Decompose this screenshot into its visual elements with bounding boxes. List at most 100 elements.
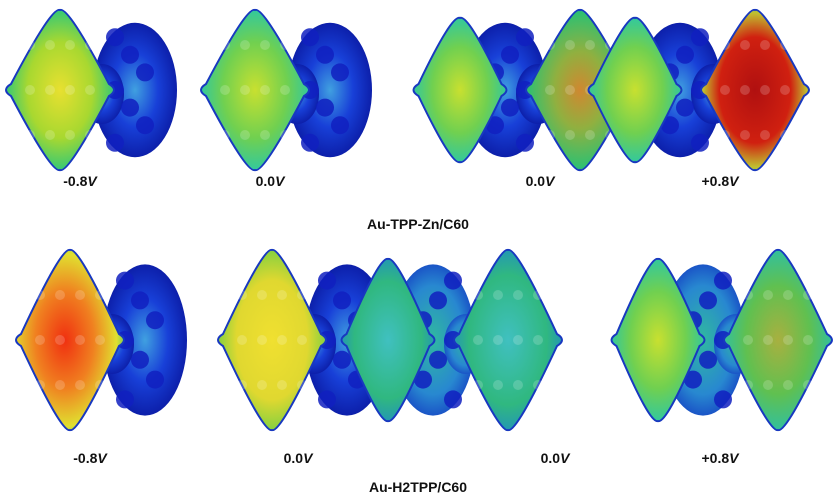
surface-dimple [35, 380, 45, 390]
atom-bump [501, 99, 519, 117]
atom-bump [429, 351, 447, 369]
atom-bump [699, 351, 717, 369]
atom-bump [318, 390, 336, 408]
bias-value: 0.0 [541, 450, 561, 466]
atom-bump [714, 272, 732, 290]
surface-dimple [277, 290, 287, 300]
bias-label: 0.0V [541, 450, 571, 466]
surface-dimple [55, 335, 65, 345]
surface-dimple [25, 130, 35, 140]
atom-bump [121, 99, 139, 117]
surface-dimple [783, 290, 793, 300]
surface-dimple [35, 335, 45, 345]
surface-dimple [565, 40, 575, 50]
surface-dimple [493, 290, 503, 300]
surface-dimple [493, 380, 503, 390]
bias-label: 0.0V [256, 173, 286, 189]
surface-dimple [240, 85, 250, 95]
atom-bump [714, 390, 732, 408]
surface-dimple [513, 380, 523, 390]
atom-bump [516, 28, 534, 46]
surface-dimple [585, 40, 595, 50]
atom-bump [116, 390, 134, 408]
surface-dimple [237, 380, 247, 390]
surface-dimple [720, 130, 730, 140]
surface-dimple [240, 40, 250, 50]
surface-dimple [277, 380, 287, 390]
diamond-surface [218, 250, 326, 430]
surface-dimple [65, 130, 75, 140]
surface-dimple [237, 335, 247, 345]
surface-dimple [45, 40, 55, 50]
surface-dimple [45, 85, 55, 95]
diamond-surface [201, 10, 309, 170]
surface-dimple [803, 380, 813, 390]
surface-dimple [740, 130, 750, 140]
surface-dimple [260, 130, 270, 140]
atom-bump [146, 371, 164, 389]
surface-dimple [473, 290, 483, 300]
surface-dimple [545, 85, 555, 95]
surface-dimple [740, 40, 750, 50]
surface-dimple [763, 290, 773, 300]
surface-dimple [803, 290, 813, 300]
surface-dimple [513, 290, 523, 300]
atom-bump [136, 63, 154, 81]
atom-bump [331, 63, 349, 81]
atom-bump [121, 46, 139, 64]
atom-bump [691, 28, 709, 46]
surface-dimple [297, 290, 307, 300]
surface-dimple [257, 290, 267, 300]
bias-label: +0.8V [702, 450, 741, 466]
surface-dimple [95, 335, 105, 345]
diamond-surface [454, 250, 562, 430]
atom-bump [136, 116, 154, 134]
surface-dimple [220, 85, 230, 95]
surface-dimple [763, 380, 773, 390]
surface-dimple [240, 130, 250, 140]
atom-bump [331, 116, 349, 134]
surface-dimple [220, 40, 230, 50]
atom-bump [691, 134, 709, 152]
bias-label: 0.0V [284, 450, 314, 466]
diamond-surface [724, 250, 832, 430]
surface-dimple [533, 380, 543, 390]
surface-dimple [780, 85, 790, 95]
bias-value: 0.0 [526, 173, 546, 189]
bias-unit: V [275, 173, 286, 189]
surface-dimple [220, 130, 230, 140]
page: {"rows": [ {"caption": "Au-TPP-Zn/C60", … [0, 0, 835, 501]
atom-bump [444, 390, 462, 408]
surface-dimple [75, 335, 85, 345]
surface-dimple [513, 335, 523, 345]
surface-dimple [473, 335, 483, 345]
surface-dimple [473, 380, 483, 390]
surface-dimple [45, 130, 55, 140]
surface-dimple [65, 40, 75, 50]
surface-dimple [533, 290, 543, 300]
bias-value: 0.0 [256, 173, 276, 189]
bias-unit: V [560, 450, 571, 466]
figure: -0.8V0.0V0.0V+0.8VAu-TPP-Zn/C60-0.8V0.0V… [0, 0, 835, 501]
surface-dimple [55, 290, 65, 300]
bias-label: -0.8V [63, 173, 98, 189]
surface-dimple [743, 380, 753, 390]
surface-dimple [783, 380, 793, 390]
surface-dimple [740, 85, 750, 95]
atom-bump [131, 351, 149, 369]
atom-bump [516, 134, 534, 152]
surface-dimple [260, 40, 270, 50]
bias-label: +0.8V [702, 173, 741, 189]
bias-unit: V [729, 450, 740, 466]
surface-dimple [85, 85, 95, 95]
bias-unit: V [545, 173, 556, 189]
atom-bump [316, 46, 334, 64]
surface-dimple [763, 335, 773, 345]
surface-dimple [25, 40, 35, 50]
bias-value: +0.8 [702, 173, 730, 189]
surface-dimple [280, 85, 290, 95]
atom-bump [333, 291, 351, 309]
surface-dimple [545, 130, 555, 140]
surface-dimple [55, 380, 65, 390]
atom-bump [444, 272, 462, 290]
